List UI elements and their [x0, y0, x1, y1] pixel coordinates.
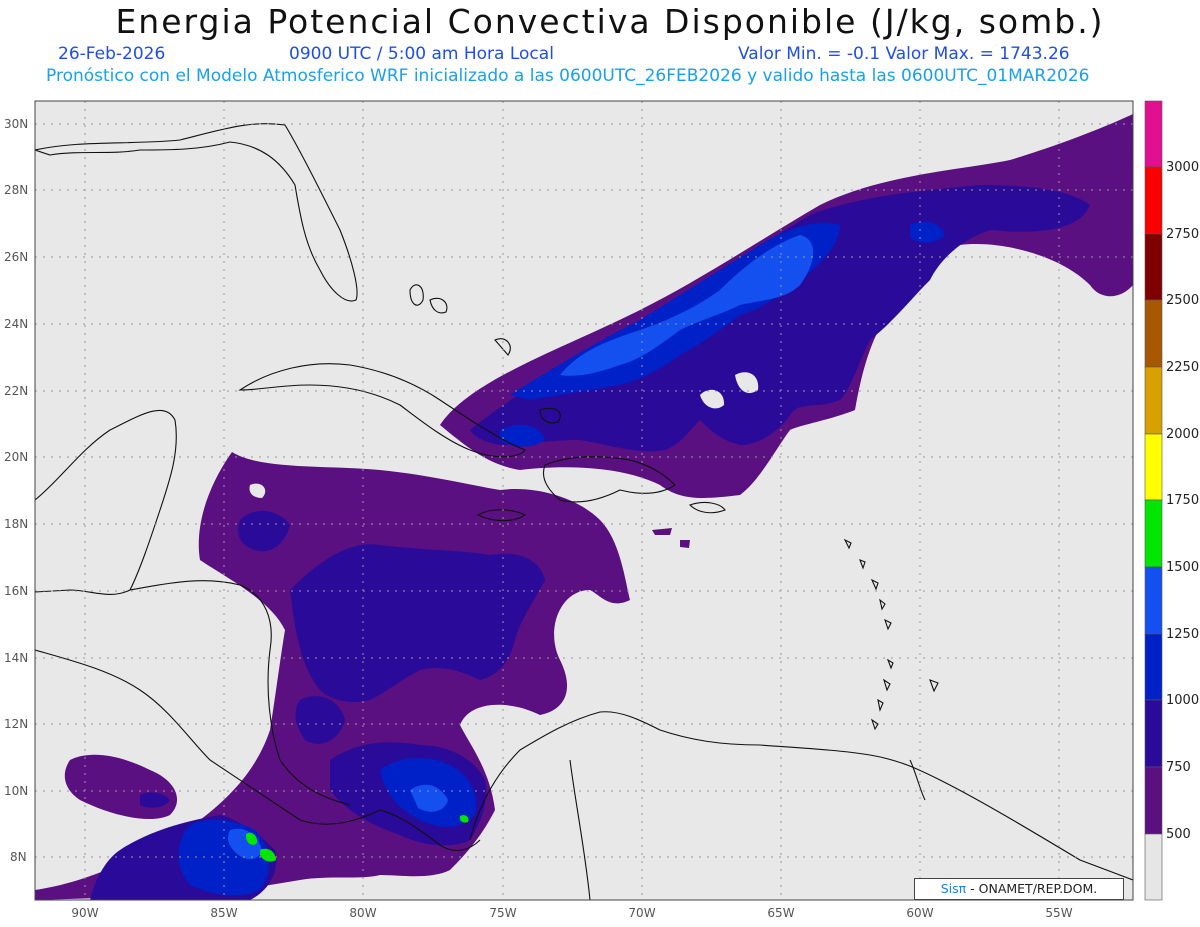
cape-750-layer [90, 185, 1090, 900]
lon-label: 60W [906, 906, 933, 920]
colorbar-swatch [1144, 100, 1163, 168]
lon-label: 70W [628, 906, 655, 920]
coastlines [35, 123, 1133, 900]
valid-time: 0900 UTC / 5:00 am Hora Local [289, 44, 554, 64]
colorbar-label: 1500 [1166, 560, 1199, 575]
credit-box: Sisπ - ONAMET/REP.DOM. [914, 878, 1124, 900]
colorbar [1144, 100, 1163, 901]
colorbar-swatch [1144, 833, 1163, 901]
lat-label: 14N [4, 651, 28, 665]
colorbar-swatch [1144, 366, 1163, 435]
credit-text: - ONAMET/REP.DOM. [966, 881, 1098, 896]
colorbar-label: 2250 [1166, 360, 1199, 375]
lat-label: 10N [4, 784, 28, 798]
model-description: Pronóstico con el Modelo Atmosferico WRF… [46, 66, 1090, 86]
colorbar-swatch [1144, 433, 1163, 501]
latitude-labels: 30N 28N 26N 24N 22N 20N 18N 16N 14N 12N … [4, 117, 28, 864]
lon-label: 85W [210, 906, 237, 920]
colorbar-label: 2000 [1166, 427, 1199, 442]
lon-label: 65W [767, 906, 794, 920]
colorbar-label: 500 [1166, 827, 1191, 842]
colorbar-label: 1250 [1166, 627, 1199, 642]
lat-label: 26N [4, 250, 28, 264]
lon-label: 90W [71, 906, 98, 920]
lat-label: 30N [4, 117, 28, 131]
map-frame [34, 100, 1134, 901]
colorbar-swatch [1144, 699, 1163, 768]
colorbar-label: 1000 [1166, 693, 1199, 708]
valid-date: 26-Feb-2026 [58, 44, 166, 64]
lat-label: 12N [4, 717, 28, 731]
colorbar-swatch [1144, 566, 1163, 635]
lat-label: 16N [4, 584, 28, 598]
lon-label: 80W [349, 906, 376, 920]
cape-clear-areas [249, 372, 759, 498]
longitude-labels: 90W 85W 80W 75W 70W 65W 60W 55W [71, 906, 1072, 920]
colorbar-label: 2500 [1166, 293, 1199, 308]
lat-label: 28N [4, 183, 28, 197]
graticule [35, 101, 1133, 900]
colorbar-labels: 3000 2750 2500 2250 2000 1750 1500 1250 … [1166, 160, 1199, 842]
lat-label: 8N [10, 850, 27, 864]
min-max-values: Valor Min. = -0.1 Valor Max. = 1743.26 [738, 44, 1070, 64]
colorbar-label: 1750 [1166, 493, 1199, 508]
colorbar-swatch [1144, 766, 1163, 835]
map-title: Energia Potencial Convectiva Disponible … [115, 2, 1105, 41]
colorbar-swatch [1144, 299, 1163, 368]
colorbar-label: 2750 [1166, 227, 1199, 242]
sispi-logo: Sisπ [940, 881, 967, 896]
lat-label: 24N [4, 317, 28, 331]
lat-label: 20N [4, 450, 28, 464]
lat-label: 18N [4, 517, 28, 531]
colorbar-label: 3000 [1166, 160, 1199, 175]
colorbar-swatch [1144, 633, 1163, 701]
lon-label: 75W [489, 906, 516, 920]
cape-1500-layer [246, 815, 469, 862]
colorbar-swatch [1144, 233, 1163, 301]
colorbar-swatch [1144, 499, 1163, 568]
colorbar-label: 750 [1166, 760, 1191, 775]
colorbar-swatch [1144, 166, 1163, 235]
lon-label: 55W [1045, 906, 1072, 920]
lat-label: 22N [4, 384, 28, 398]
